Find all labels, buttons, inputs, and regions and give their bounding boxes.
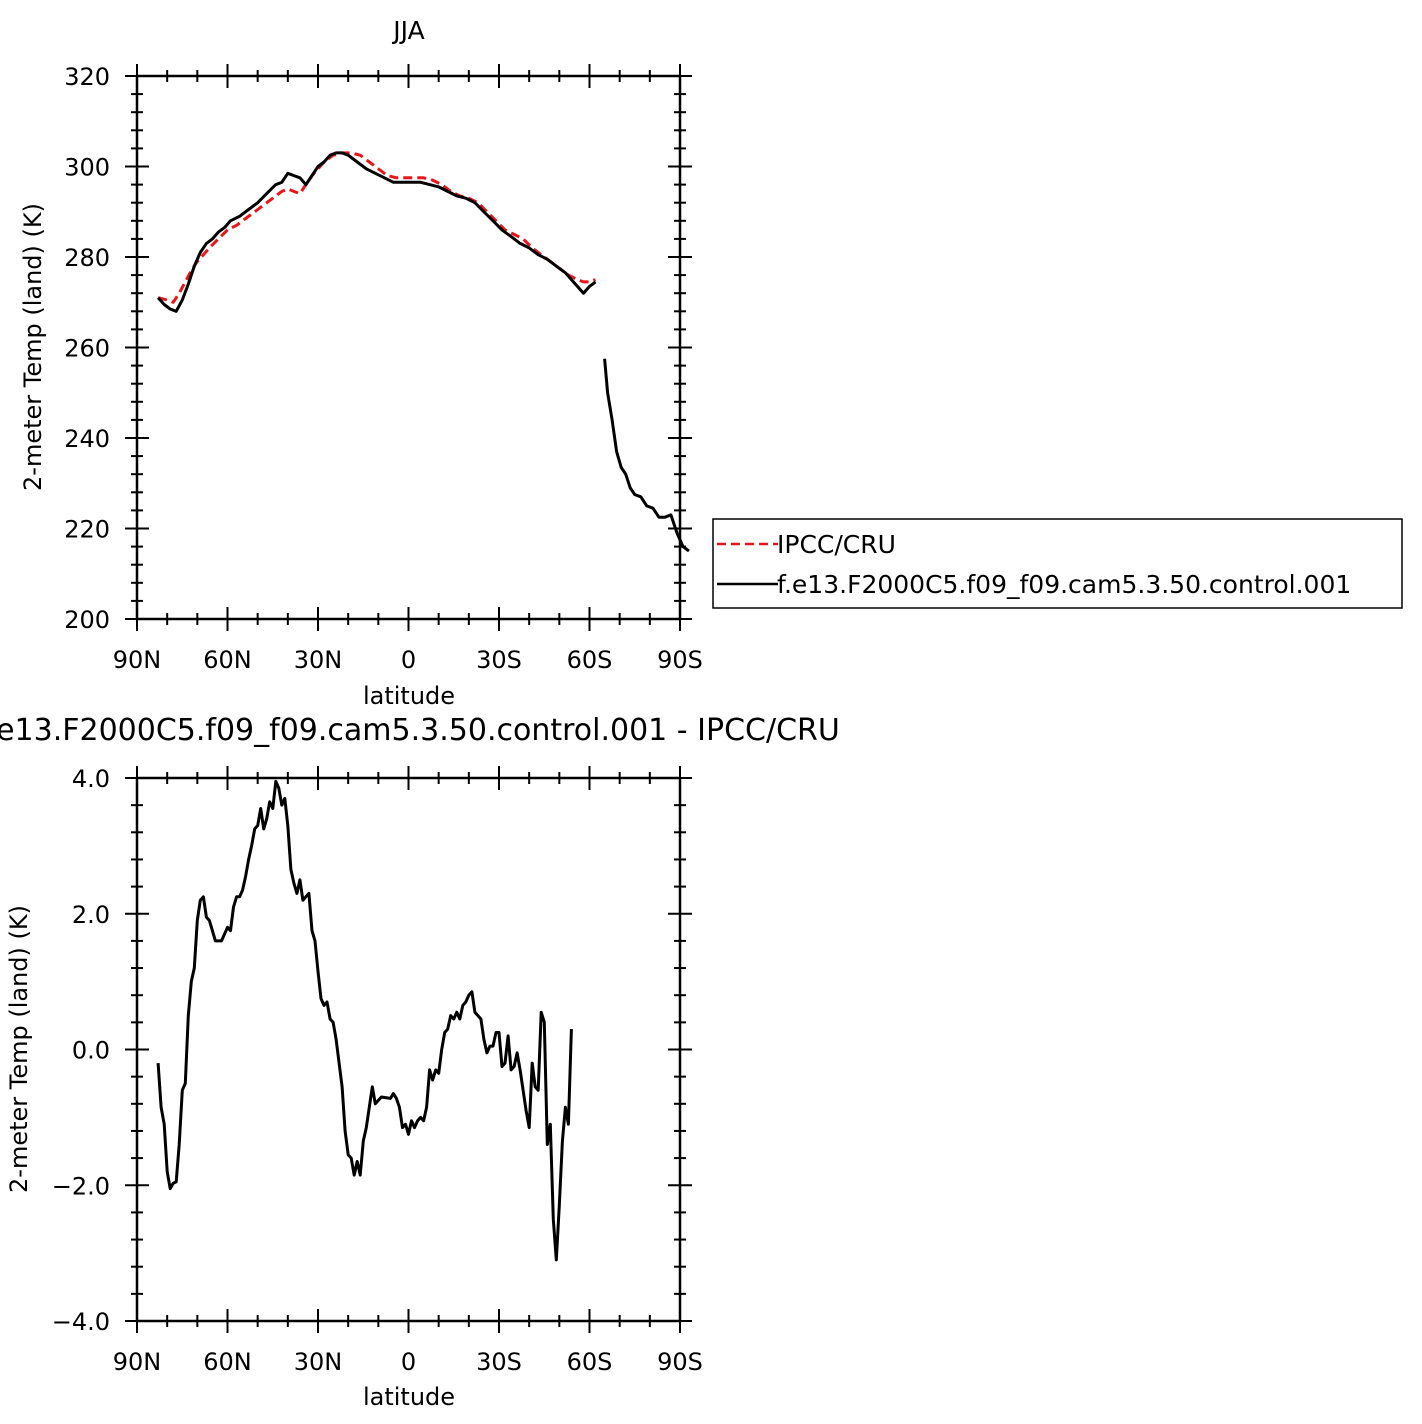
y-tick-label: 300	[64, 154, 110, 182]
difference-panel: f.e13.F2000C5.f09_f09.cam5.3.50.control.…	[0, 713, 840, 1411]
y-tick-label: 260	[64, 335, 110, 363]
panel-bottom-frame	[135, 776, 682, 1323]
panel-top-xlabel: latitude	[363, 682, 455, 710]
x-tick-label: 30S	[476, 646, 522, 674]
panel-top-tick-labels: 90N 60N 30N 0 30S 60S 90S 200 220 240 260 280 300 320	[64, 63, 703, 674]
y-tick-label: 320	[64, 63, 110, 91]
series-line-0	[157, 151, 597, 304]
y-tick-label: 200	[64, 606, 110, 634]
panel-bottom-title: f.e13.F2000C5.f09_f09.cam5.3.50.control.…	[0, 713, 840, 748]
panel-top-series	[156, 151, 690, 553]
x-tick-label: 60S	[567, 1348, 613, 1376]
y-tick-label: −2.0	[52, 1172, 110, 1200]
x-tick-label: 60S	[567, 646, 613, 674]
y-tick-label: 0.0	[72, 1037, 110, 1065]
panel-top-ylabel: 2-meter Temp (land) (K)	[19, 203, 47, 491]
panel-bottom-series	[156, 779, 573, 1262]
panel-bottom-ticks	[125, 766, 692, 1333]
x-tick-label: 0	[401, 646, 416, 674]
panel-top-title: JJA	[391, 16, 424, 45]
series-line-1	[603, 358, 690, 553]
panel-bottom-tick-labels: 90N 60N 30N 0 30S 60S 90S −4.0 −2.0 0.0 2.0 4.0	[52, 765, 703, 1376]
x-tick-label: 60N	[203, 646, 252, 674]
legend-frame	[712, 518, 1403, 609]
x-tick-label: 90S	[657, 1348, 703, 1376]
x-tick-label: 90S	[657, 646, 703, 674]
x-tick-label: 90N	[113, 646, 162, 674]
panel-top-frame	[135, 74, 682, 621]
x-tick-label: 60N	[203, 1348, 252, 1376]
panel-bottom-xlabel: latitude	[363, 1383, 455, 1411]
y-tick-label: 2.0	[72, 901, 110, 929]
y-tick-label: 4.0	[72, 765, 110, 793]
legend: IPCC/CRU f.e13.F2000C5.f09_f09.cam5.3.50…	[712, 518, 1403, 609]
panel-top-ticks	[125, 64, 692, 631]
x-tick-label: 0	[401, 1348, 416, 1376]
y-tick-label: 240	[64, 425, 110, 453]
x-tick-label: 30N	[294, 1348, 343, 1376]
x-tick-label: 30S	[476, 1348, 522, 1376]
y-tick-label: 280	[64, 244, 110, 272]
legend-label-ipcc-cru: IPCC/CRU	[777, 530, 896, 559]
x-tick-label: 90N	[113, 1348, 162, 1376]
x-tick-label: 30N	[294, 646, 343, 674]
panel-bottom-ylabel: 2-meter Temp (land) (K)	[5, 905, 33, 1193]
series-line-0	[156, 779, 573, 1262]
temperature-panel: JJA 90N 60N 30N 0 30S 60S 90S 200 220 240 260 280 30…	[19, 16, 703, 710]
legend-label-model: f.e13.F2000C5.f09_f09.cam5.3.50.control.…	[777, 570, 1351, 599]
y-tick-label: 220	[64, 516, 110, 544]
y-tick-label: −4.0	[52, 1308, 110, 1336]
series-line-1	[156, 151, 597, 313]
